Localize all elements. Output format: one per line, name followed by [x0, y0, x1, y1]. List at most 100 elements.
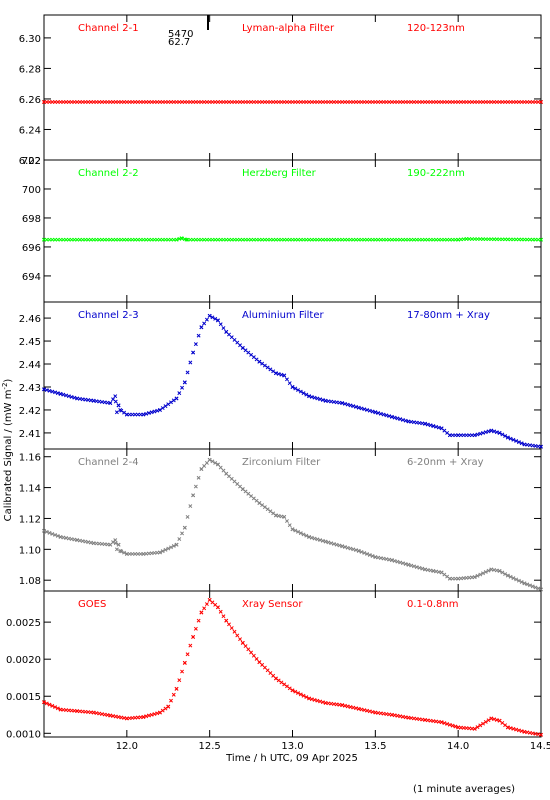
- y-tick-label: 700: [22, 185, 41, 196]
- data-point: [111, 714, 115, 718]
- series-points: [42, 457, 543, 592]
- panel-2: 694 696 698 700 702 Channel 2-2 Herzberg Filte…: [22, 156, 543, 303]
- data-point: [516, 728, 521, 733]
- data-point: [75, 538, 80, 543]
- data-point: [279, 372, 284, 377]
- channel-label: Channel 2-1: [78, 23, 139, 34]
- data-point: [80, 539, 85, 544]
- data-point: [323, 700, 328, 705]
- band-label: 120-123nm: [407, 23, 465, 34]
- data-point: [539, 444, 543, 449]
- data-point: [406, 562, 411, 567]
- data-point: [475, 573, 480, 578]
- data-point: [243, 644, 248, 649]
- data-point: [61, 535, 66, 540]
- y-tick-label: 2.46: [19, 314, 41, 325]
- data-point: [184, 237, 189, 242]
- data-point: [340, 544, 345, 549]
- data-point: [287, 686, 292, 691]
- y-axis-title-text: Calibrated Signal / (mW m: [3, 390, 14, 522]
- data-point: [312, 697, 317, 702]
- data-point: [122, 410, 127, 415]
- data-point: [193, 626, 198, 631]
- data-point: [475, 725, 480, 730]
- data-point: [376, 411, 381, 415]
- data-point: [528, 730, 532, 735]
- data-point: [500, 570, 505, 575]
- data-point: [268, 671, 273, 675]
- data-point: [215, 318, 220, 323]
- data-point: [119, 715, 124, 720]
- y-tick-label: 2.42: [19, 406, 41, 417]
- data-point: [42, 528, 46, 533]
- data-point: [334, 542, 339, 547]
- data-point: [434, 424, 439, 429]
- data-point: [113, 541, 118, 546]
- data-point: [365, 552, 370, 556]
- data-point: [472, 726, 477, 731]
- data-point: [436, 570, 441, 574]
- data-point: [351, 705, 356, 710]
- data-point: [199, 610, 204, 615]
- data-point: [489, 567, 494, 572]
- data-point: [298, 531, 303, 536]
- data-point: [268, 367, 273, 372]
- data-point: [160, 708, 165, 713]
- band-label: 190-222nm: [407, 168, 465, 179]
- data-point: [163, 706, 168, 711]
- data-point: [406, 419, 411, 424]
- data-point: [249, 650, 254, 655]
- data-point: [279, 514, 284, 519]
- panel-frame: [43, 301, 542, 450]
- data-point: [124, 412, 129, 417]
- data-point: [265, 668, 270, 673]
- data-point: [202, 606, 207, 611]
- data-point: [44, 388, 49, 393]
- data-point: [367, 408, 372, 413]
- data-point: [75, 709, 80, 714]
- data-point: [113, 394, 118, 399]
- data-point: [400, 417, 405, 422]
- data-point: [309, 394, 314, 399]
- data-point: [224, 329, 229, 334]
- data-point: [400, 714, 405, 719]
- data-point: [169, 400, 173, 405]
- data-point: [445, 721, 450, 726]
- data-point: [329, 541, 334, 546]
- data-point: [345, 545, 350, 550]
- data-point: [174, 542, 179, 547]
- data-point: [378, 556, 383, 561]
- data-point: [273, 513, 278, 518]
- data-point: [494, 718, 499, 722]
- data-point: [273, 371, 278, 376]
- data-point: [171, 544, 176, 548]
- data-point: [331, 541, 336, 546]
- data-point: [158, 407, 162, 412]
- data-point: [373, 410, 378, 415]
- data-point: [144, 714, 149, 719]
- data-point: [100, 712, 104, 716]
- data-point: [337, 543, 342, 548]
- data-point: [348, 403, 353, 408]
- data-point: [53, 390, 57, 395]
- data-point: [257, 359, 262, 364]
- data-point: [149, 712, 154, 717]
- data-point: [218, 465, 223, 470]
- data-point: [276, 678, 281, 683]
- data-point: [166, 402, 171, 407]
- data-point: [309, 535, 314, 540]
- data-point: [61, 392, 66, 397]
- data-point: [235, 633, 240, 638]
- data-point: [439, 426, 444, 431]
- data-point: [91, 541, 96, 546]
- data-point: [238, 343, 242, 348]
- y-tick-label: 6.28: [19, 64, 41, 75]
- data-point: [282, 373, 287, 378]
- data-point: [257, 501, 262, 505]
- data-point: [296, 388, 300, 393]
- data-point: [489, 428, 494, 433]
- data-point: [221, 326, 226, 330]
- panel-frame: [43, 590, 542, 738]
- data-point: [539, 100, 543, 104]
- data-point: [486, 718, 491, 723]
